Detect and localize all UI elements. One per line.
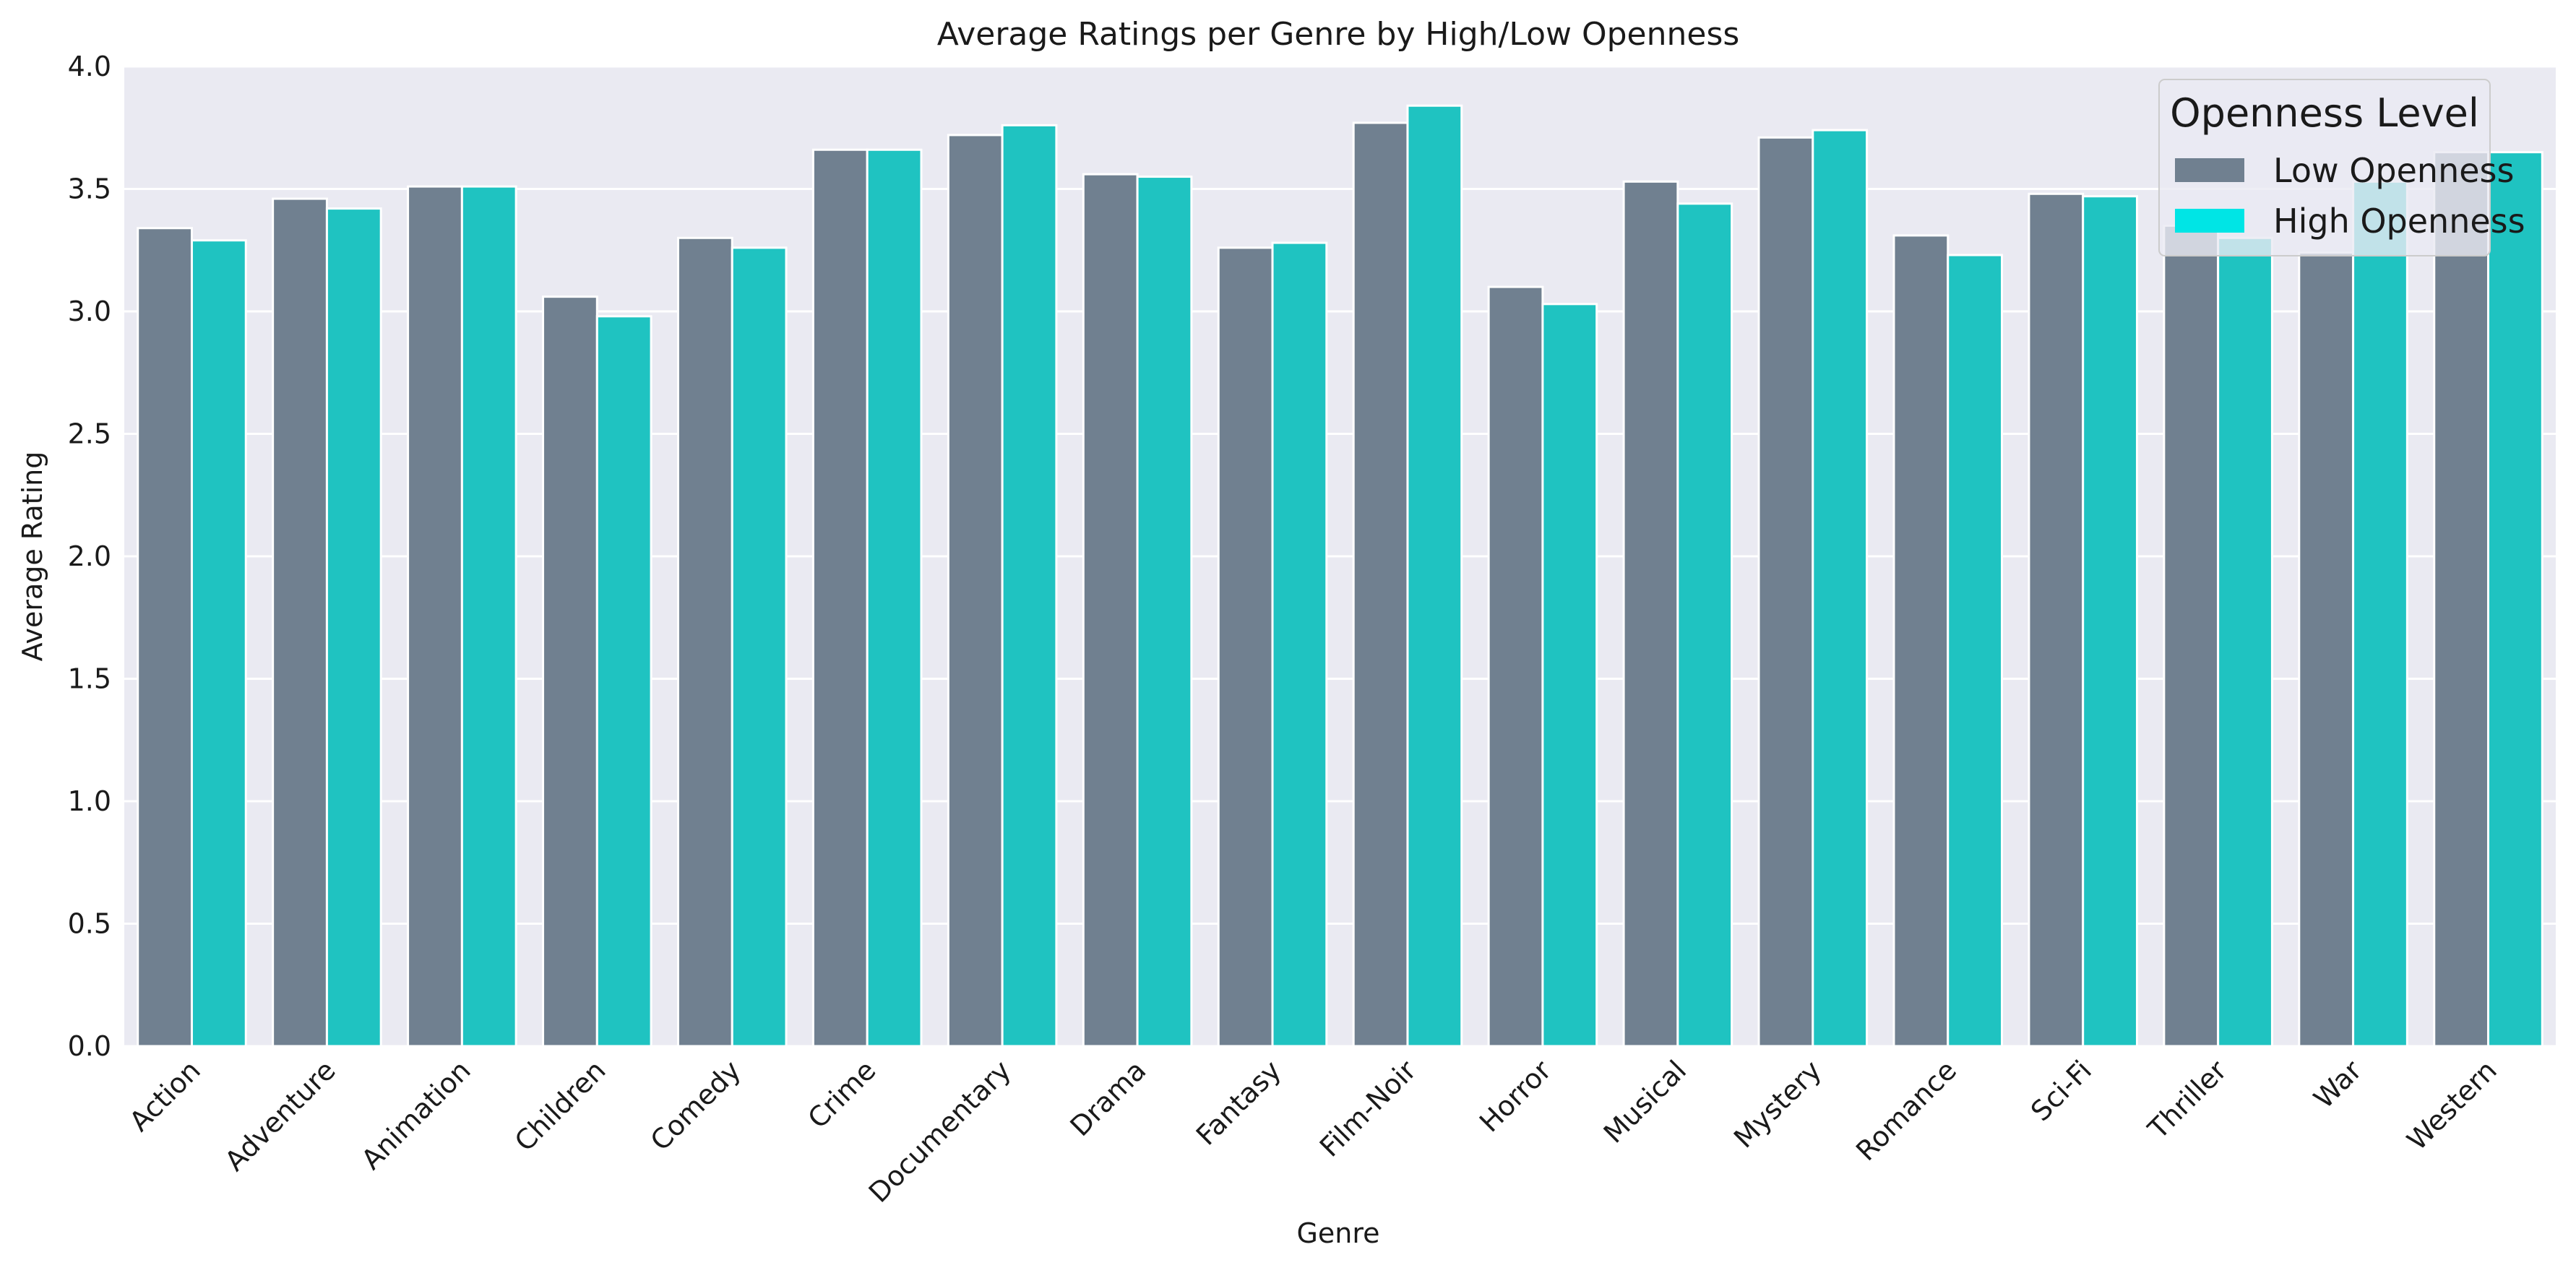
legend-title: Openness Level xyxy=(2170,90,2479,136)
x-tick-label-action: Action xyxy=(124,1054,207,1137)
bar-thriller-high-openness xyxy=(2217,236,2273,1048)
bar-children-high-openness xyxy=(595,315,652,1048)
bar-animation-low-openness xyxy=(407,185,463,1048)
bar-sci-fi-low-openness xyxy=(2028,192,2085,1048)
bar-western-high-openness xyxy=(2487,151,2543,1048)
y-axis-label: Average Rating xyxy=(17,452,48,662)
x-axis-ticks: Action Adventure Animation Children Comedy Cr… xyxy=(124,1054,2503,1209)
y-tick-label: 0.0 xyxy=(68,1030,111,1062)
bar-action-high-openness xyxy=(190,239,247,1048)
legend: Openness Level Low Openness High Opennes… xyxy=(2158,79,2525,256)
y-tick-label: 3.5 xyxy=(68,173,111,205)
x-tick-label-war: War xyxy=(2307,1054,2368,1115)
x-tick-label-drama: Drama xyxy=(1064,1054,1152,1142)
y-tick-label: 1.0 xyxy=(68,785,111,817)
x-tick-label-film-noir: Film-Noir xyxy=(1314,1054,1423,1163)
bar-comedy-low-openness xyxy=(676,236,733,1048)
bar-film-noir-low-openness xyxy=(1352,121,1409,1048)
gridlines xyxy=(124,65,2556,1048)
bar-mystery-high-openness xyxy=(1812,129,1869,1048)
x-tick-label-western: Western xyxy=(2401,1054,2503,1156)
bar-crime-high-openness xyxy=(866,148,923,1048)
bar-war-high-openness xyxy=(2352,180,2408,1048)
bar-musical-low-openness xyxy=(1622,180,1679,1048)
bar-animation-high-openness xyxy=(460,185,517,1048)
bar-thriller-low-openness xyxy=(2163,224,2220,1048)
legend-label-low-openness: Low Openness xyxy=(2273,151,2514,190)
x-tick-label-crime: Crime xyxy=(801,1054,882,1134)
x-tick-label-mystery: Mystery xyxy=(1728,1054,1827,1154)
bar-drama-low-openness xyxy=(1082,173,1139,1048)
legend-label-high-openness: High Openness xyxy=(2273,202,2525,241)
x-tick-label-fantasy: Fantasy xyxy=(1190,1054,1288,1152)
bar-horror-high-openness xyxy=(1541,303,1598,1048)
x-tick-label-adventure: Adventure xyxy=(219,1054,342,1177)
y-tick-label: 2.5 xyxy=(68,418,111,450)
chart-title: Average Ratings per Genre by High/Low Op… xyxy=(937,16,1740,53)
bar-crime-low-openness xyxy=(811,148,869,1048)
bar-adventure-high-openness xyxy=(325,207,382,1048)
y-tick-label: 1.5 xyxy=(68,663,111,695)
bar-war-low-openness xyxy=(2298,251,2355,1048)
y-tick-label: 2.0 xyxy=(68,540,111,572)
bar-mystery-low-openness xyxy=(1757,136,1814,1048)
x-tick-label-horror: Horror xyxy=(1473,1054,1558,1139)
x-tick-label-romance: Romance xyxy=(1850,1054,1963,1167)
x-tick-label-children: Children xyxy=(509,1054,612,1157)
bar-action-low-openness xyxy=(137,227,193,1048)
legend-swatch-low-openness xyxy=(2175,158,2244,182)
legend-swatch-high-openness xyxy=(2175,209,2244,233)
y-tick-label: 4.0 xyxy=(68,51,111,82)
bar-romance-low-openness xyxy=(1892,234,1950,1048)
y-tick-label: 3.0 xyxy=(68,295,111,327)
bar-musical-high-openness xyxy=(1676,202,1733,1048)
x-tick-label-animation: Animation xyxy=(356,1054,477,1175)
bar-adventure-low-openness xyxy=(272,197,328,1048)
bar-fantasy-low-openness xyxy=(1217,246,1274,1048)
bar-western-low-openness xyxy=(2433,151,2490,1048)
x-tick-label-thriller: Thriller xyxy=(2142,1054,2233,1146)
y-tick-label: 0.5 xyxy=(68,908,111,940)
y-axis-ticks: 0.0 0.5 1.0 1.5 2.0 2.5 3.0 3.5 4.0 xyxy=(68,51,111,1062)
bar-comedy-high-openness xyxy=(731,246,788,1048)
bar-horror-low-openness xyxy=(1487,285,1544,1048)
bar-children-low-openness xyxy=(542,295,598,1048)
x-tick-label-musical: Musical xyxy=(1598,1054,1692,1149)
bar-sci-fi-high-openness xyxy=(2082,195,2138,1048)
bar-documentary-low-openness xyxy=(947,134,1004,1048)
bar-drama-high-openness xyxy=(1136,176,1193,1048)
bar-documentary-high-openness xyxy=(1001,124,1058,1048)
bars xyxy=(137,104,2543,1048)
bar-romance-high-openness xyxy=(1947,254,2004,1048)
x-tick-label-sci-fi: Sci-Fi xyxy=(2025,1054,2098,1127)
bar-fantasy-high-openness xyxy=(1271,241,1328,1048)
x-tick-label-comedy: Comedy xyxy=(645,1054,747,1157)
x-axis-label: Genre xyxy=(1296,1217,1379,1249)
bar-film-noir-high-openness xyxy=(1406,104,1463,1048)
x-tick-label-documentary: Documentary xyxy=(863,1054,1017,1209)
